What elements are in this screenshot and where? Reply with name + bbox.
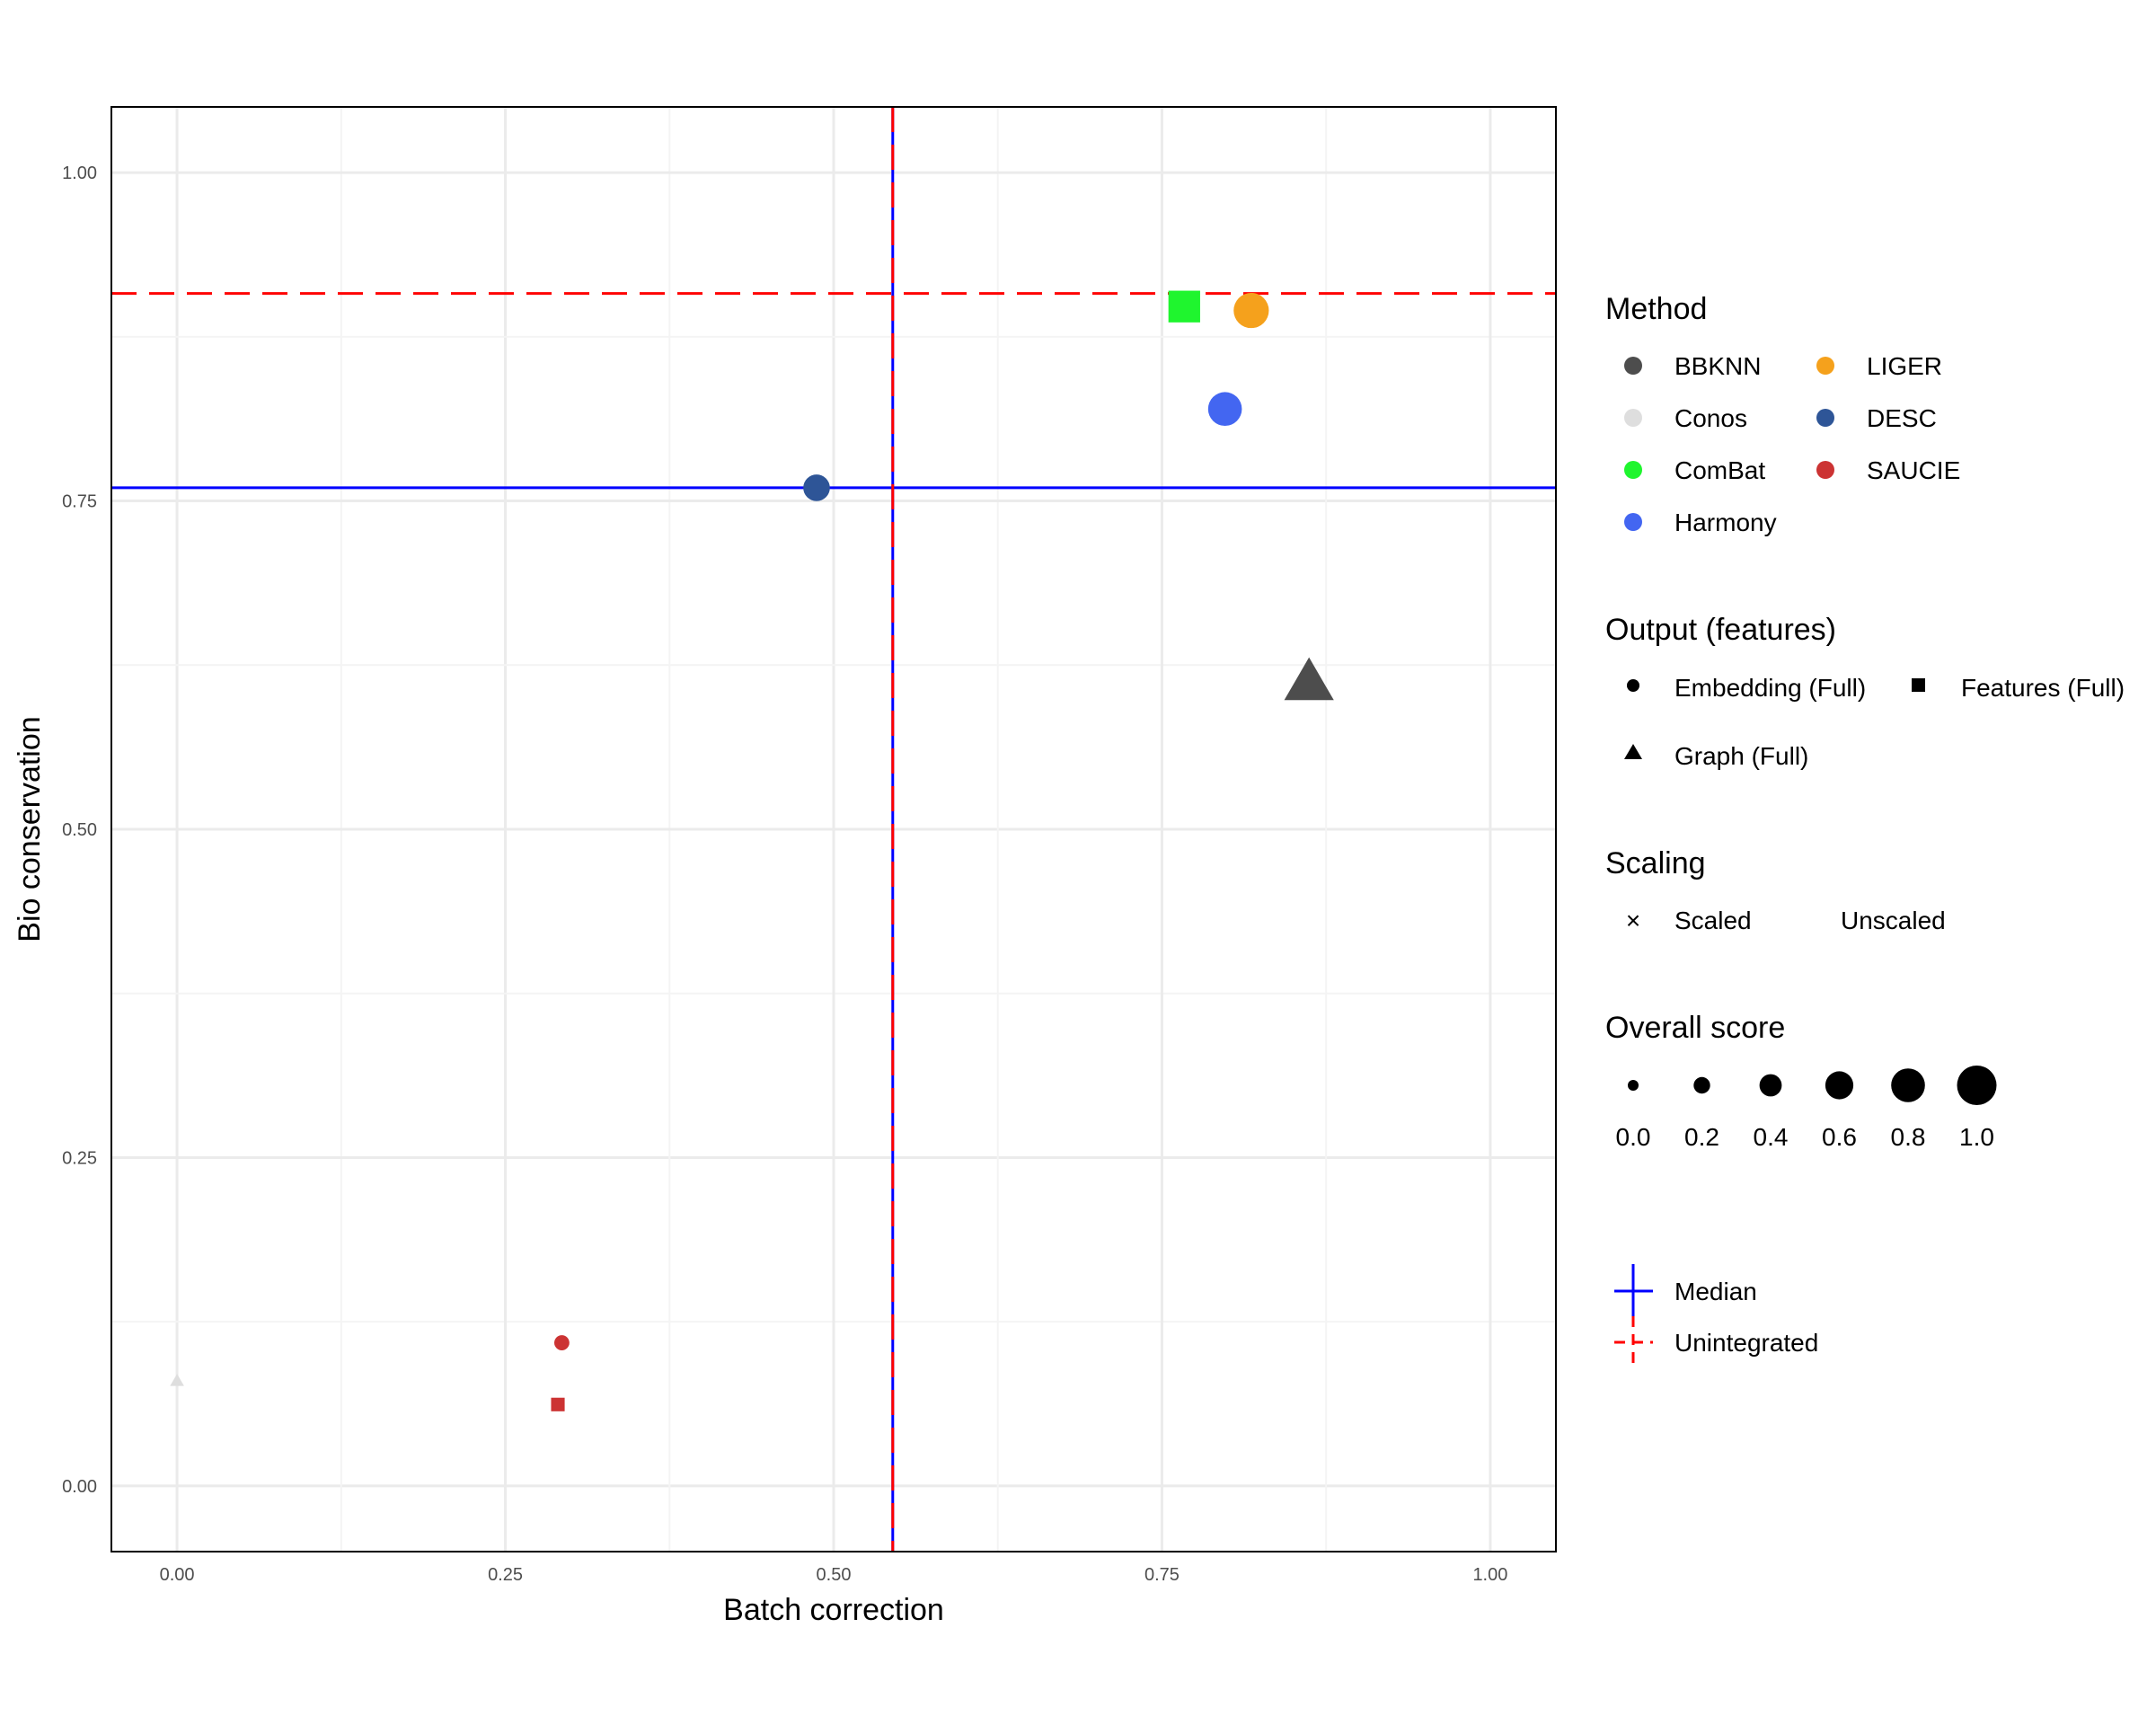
legend-key-saucie (1816, 461, 1834, 479)
legend-size: Overall score 0.0 0.2 0.4 0.6 0.8 1.0 (1605, 1011, 1997, 1151)
size-key-label: 0.4 (1754, 1123, 1789, 1151)
x-tick-label: 0.50 (817, 1565, 852, 1585)
legend-output-embedding: Embedding (Full) (1674, 674, 1866, 702)
legend-key-bbknn (1624, 357, 1642, 375)
legend-key-harmony (1624, 513, 1642, 531)
size-key-label: 0.0 (1616, 1123, 1651, 1151)
y-tick-label: 0.00 (62, 1477, 97, 1497)
legend-key-liger (1816, 357, 1834, 375)
legend-cross-icon: × (1626, 907, 1640, 934)
point-saucie (551, 1397, 565, 1411)
y-axis-label: Bio conservation (13, 716, 47, 942)
x-tick-label: 0.25 (488, 1565, 523, 1585)
y-tick-label: 0.25 (62, 1148, 97, 1168)
legend-scaling-title: Scaling (1605, 846, 1706, 880)
legend-key-combat (1624, 461, 1642, 479)
size-key-label: 0.8 (1891, 1123, 1926, 1151)
point-harmony (1207, 392, 1242, 427)
point-combat (1168, 290, 1200, 323)
legend-circle-icon (1627, 679, 1639, 692)
legend-size-title: Overall score (1605, 1011, 1785, 1045)
point-conos (170, 1374, 184, 1386)
legend-scaling-scaled: Scaled (1674, 907, 1752, 934)
reference-lines (111, 107, 1556, 1552)
size-key-circle (1825, 1071, 1854, 1100)
point-desc (803, 474, 830, 501)
point-saucie (554, 1335, 570, 1350)
axis-ticks: 0.00 0.25 0.50 0.75 1.00 0.00 0.25 0.50 0.75 1.00 (62, 164, 1507, 1585)
legend-label-conos: Conos (1674, 404, 1747, 432)
legend-label-liger: LIGER (1867, 352, 1942, 380)
size-key-label: 1.0 (1959, 1123, 1994, 1151)
legend-scaling: Scaling × Scaled Unscaled (1605, 846, 1946, 934)
point-bbknn (1284, 657, 1334, 701)
x-tick-label: 1.00 (1472, 1565, 1507, 1585)
x-axis-label: Batch correction (723, 1593, 944, 1627)
size-key-circle (1891, 1068, 1925, 1102)
y-tick-label: 1.00 (62, 164, 97, 183)
legend-label-desc: DESC (1867, 404, 1937, 432)
size-key-circle (1693, 1076, 1710, 1094)
legend-output-title: Output (features) (1605, 613, 1836, 647)
legend-key-conos (1624, 409, 1642, 427)
plot-border (110, 106, 1557, 1552)
legend-label-combat: ComBat (1674, 456, 1765, 484)
legend-unintegrated-label: Unintegrated (1674, 1329, 1818, 1357)
legend-label-saucie: SAUCIE (1867, 456, 1960, 484)
legend-output-graph: Graph (Full) (1674, 742, 1808, 770)
legend-scaling-unscaled: Unscaled (1841, 907, 1946, 934)
grid (111, 107, 1556, 1552)
legend-triangle-icon (1624, 744, 1642, 759)
size-key-circle (1628, 1080, 1639, 1091)
legend-method: Method BBKNN LIGER Conos DESC ComBat SAUCIE Ha… (1605, 292, 1960, 536)
legend-square-icon (1912, 678, 1925, 692)
size-key-circle (1759, 1074, 1782, 1097)
legend-label-harmony: Harmony (1674, 509, 1777, 536)
legend-output-features: Features (Full) (1961, 674, 2125, 702)
legend-median-label: Median (1674, 1278, 1757, 1305)
legend-method-title: Method (1605, 292, 1707, 326)
y-tick-label: 0.50 (62, 820, 97, 840)
point-liger (1233, 292, 1269, 329)
x-tick-label: 0.00 (160, 1565, 195, 1585)
legend-key-desc (1816, 409, 1834, 427)
y-tick-label: 0.75 (62, 492, 97, 512)
x-tick-label: 0.75 (1144, 1565, 1180, 1585)
data-points (170, 290, 1334, 1411)
legend-label-bbknn: BBKNN (1674, 352, 1761, 380)
legend-output: Output (features) Embedding (Full) Featu… (1605, 613, 2125, 770)
legend-lines: Median Unintegrated (1614, 1264, 1818, 1370)
size-key-label: 0.6 (1822, 1123, 1857, 1151)
size-key-label: 0.2 (1684, 1123, 1719, 1151)
size-key-circle (1957, 1066, 1997, 1105)
